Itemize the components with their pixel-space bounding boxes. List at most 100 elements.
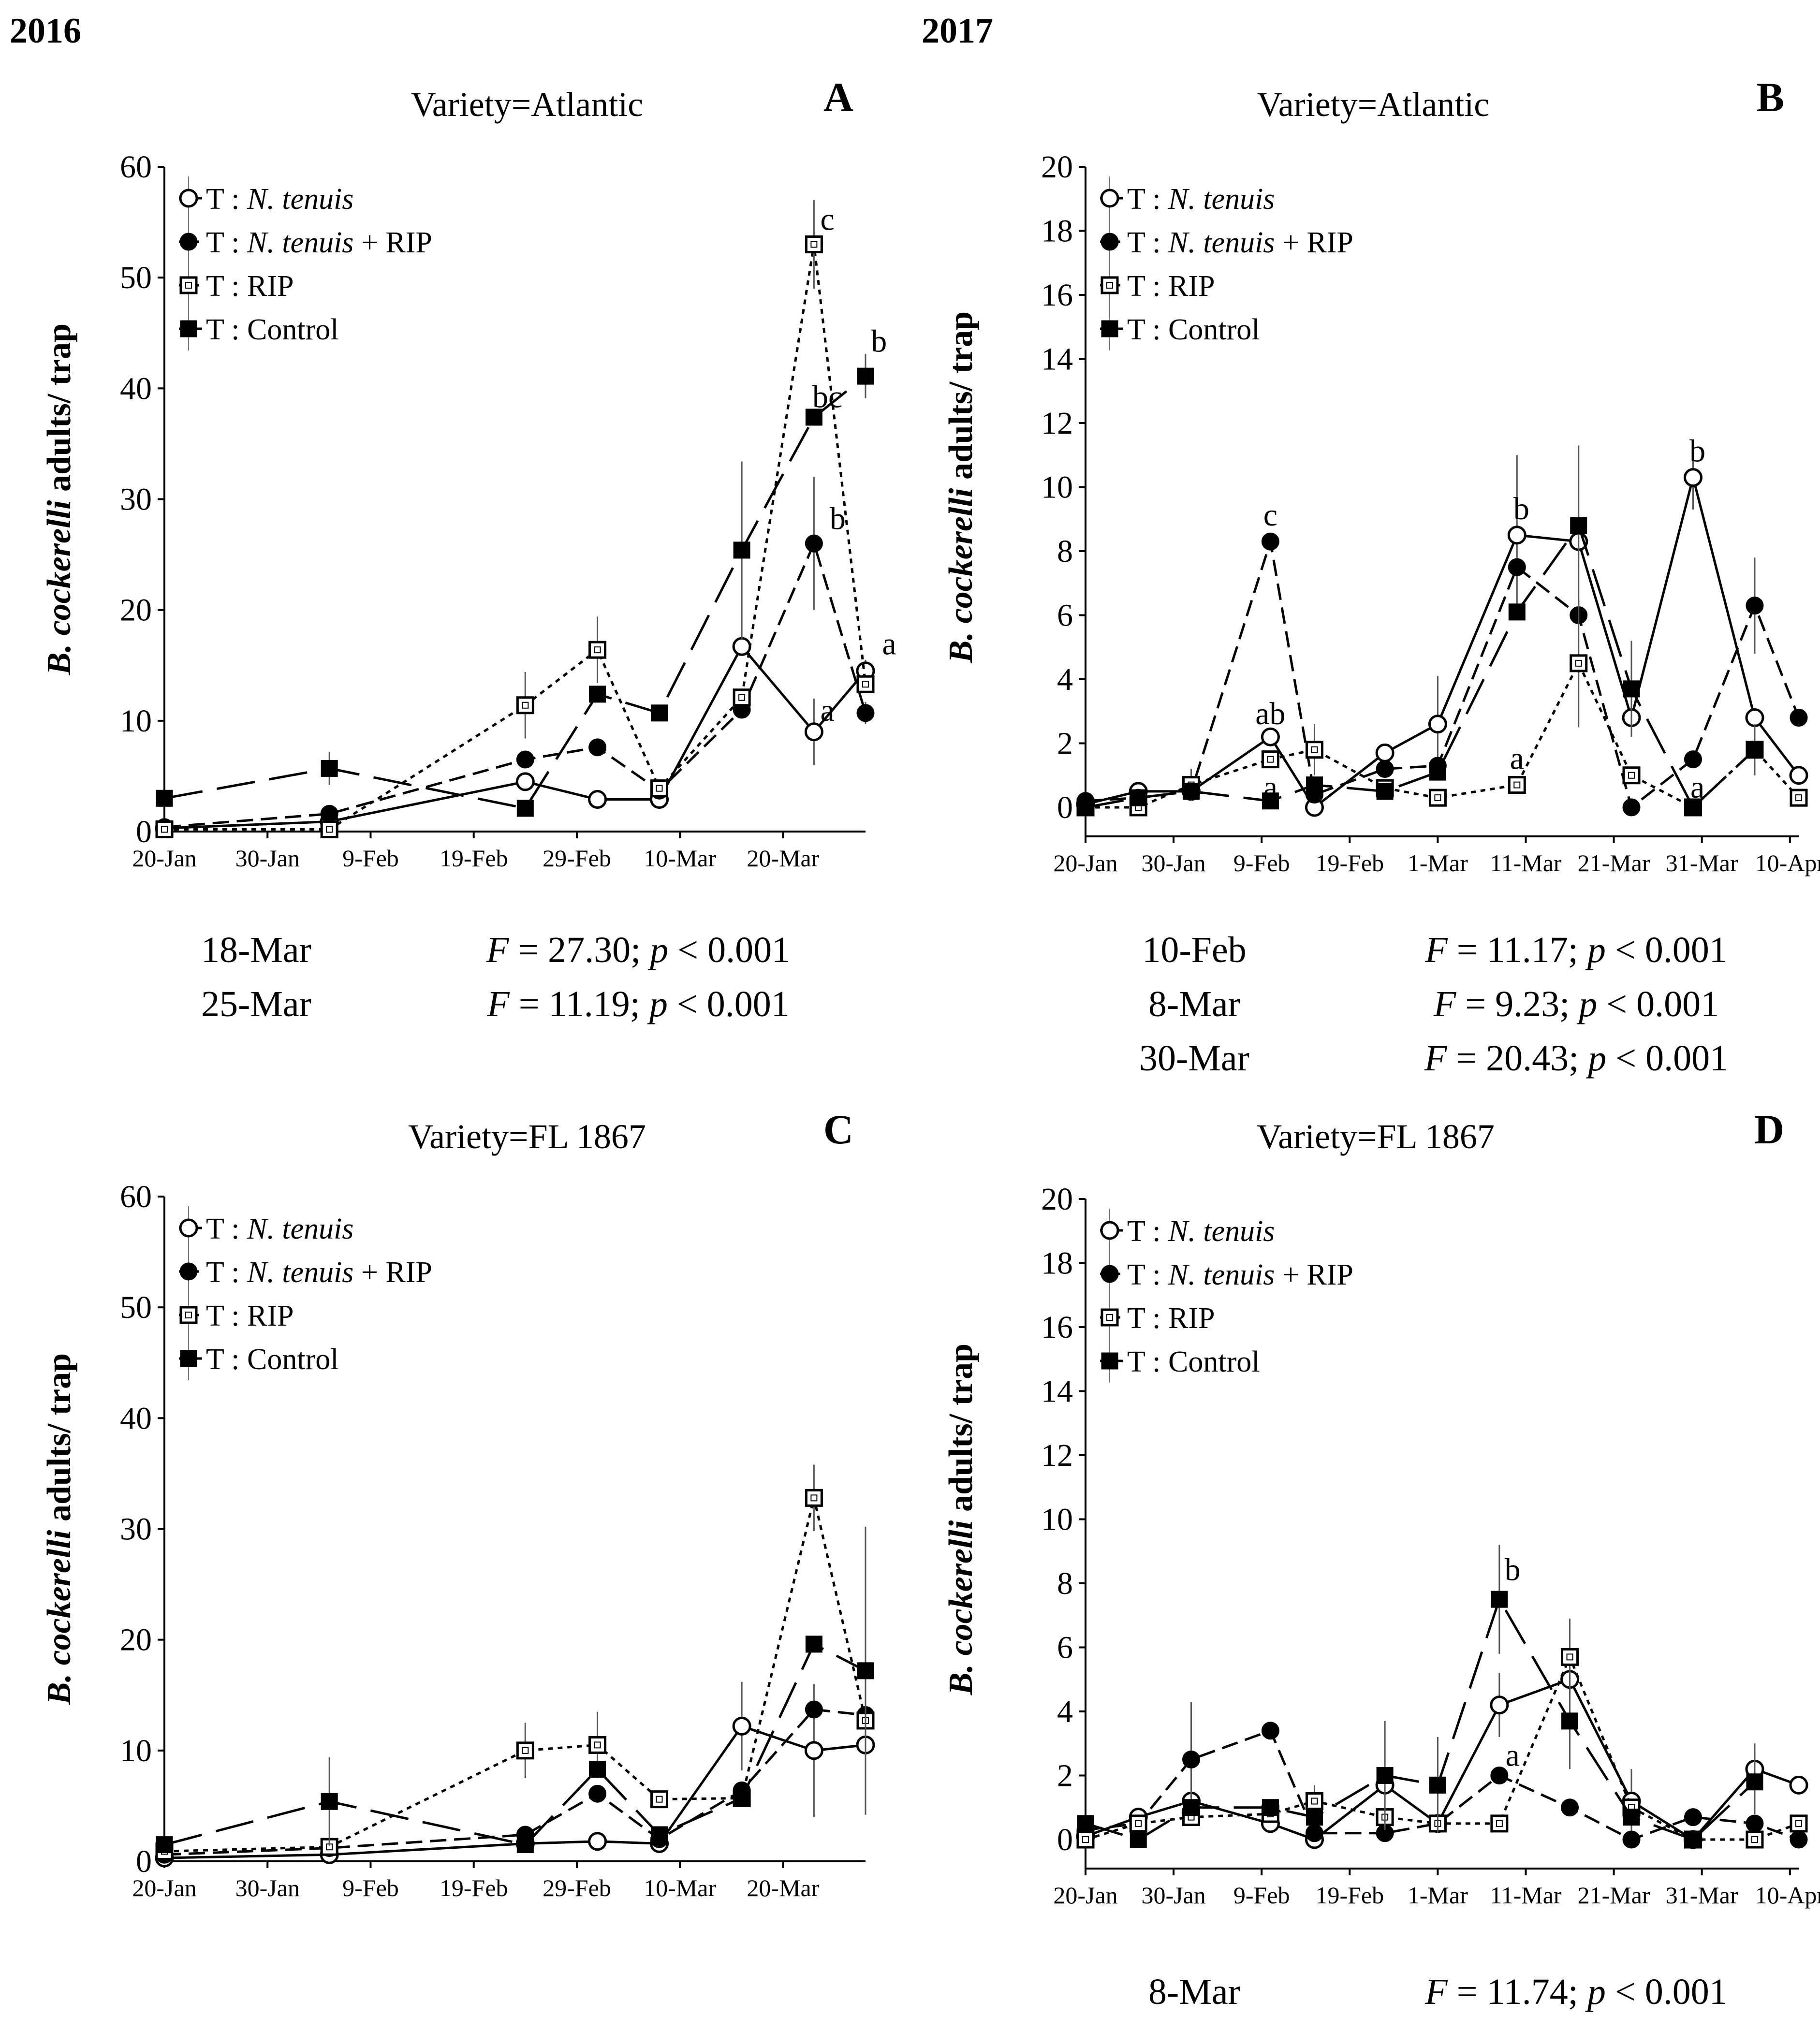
- panel-a-annotation-2: bc: [812, 379, 842, 414]
- panel-b-series-3-point-6: [1429, 763, 1446, 781]
- panel-d-stat-date-0: 8-Mar: [1148, 1972, 1240, 2012]
- panel-d-series-3-point-7: [1491, 1591, 1508, 1608]
- panel-d-series-3-point-6: [1429, 1776, 1446, 1794]
- panel-d-series-2-point-11-inner: [1751, 1836, 1758, 1843]
- panel-a-stat-value-1: F = 11.19; p < 0.001: [486, 984, 789, 1024]
- panel-b-series-3-point-10: [1684, 799, 1702, 816]
- panel-b-ytick-label-6: 12: [1041, 406, 1073, 441]
- panel-b-xtick-label-7: 31-Mar: [1666, 849, 1738, 877]
- panel-c-series-2-point-3-inner: [594, 1741, 601, 1749]
- panel-c-series-2-point-4: [650, 1790, 669, 1809]
- panel-c-legend-label-2: T : RIP: [206, 1300, 294, 1332]
- panel-b-series-2-point-8-inner: [1575, 659, 1582, 667]
- panel-a-xtick-label-5: 10-Mar: [644, 845, 716, 872]
- panel-c-series-1-point-6: [805, 1700, 823, 1719]
- panel-c-series-1-point-3: [588, 1784, 607, 1803]
- panel-a-series-1: [155, 477, 875, 836]
- panel-b-legend-entry-2: T : RIP: [1100, 263, 1215, 307]
- panel-b-series-2-point-4: [1305, 741, 1323, 759]
- panel-a-series-3-point-2: [516, 800, 534, 817]
- panel-b-series-2-point-8-box: [1570, 654, 1588, 672]
- panel-b-series-3-point-2: [1183, 783, 1200, 800]
- panel-a-series-2-point-2-inner: [522, 701, 529, 709]
- panel-c-legend-entry-2: T : RIP: [179, 1293, 294, 1337]
- panel-b-series-2-point-9: [1622, 766, 1641, 785]
- panel-d-series-2-point-0: [1076, 1830, 1095, 1849]
- panel-a-series-2-point-3-inner: [594, 646, 601, 654]
- panel-b-series-1-point-7: [1508, 558, 1526, 576]
- panel-d-xtick-label-8: 10-Apr: [1755, 1882, 1820, 1909]
- panel-a-xtick-label-1: 30-Jan: [235, 845, 300, 872]
- panel-b-series-0-point-11: [1745, 708, 1764, 727]
- year-label-2016: 2016: [10, 11, 81, 51]
- panel-d-series-3-point-2: [1183, 1799, 1200, 1816]
- panel-a-ytick-label-0: 0: [136, 814, 152, 849]
- panel-c-xtick-label-2: 9-Feb: [342, 1874, 399, 1901]
- panel-c-xtick-label-6: 20-Mar: [747, 1874, 819, 1901]
- panel-a-series-2-point-4: [650, 779, 669, 798]
- panel-b-series-1-point-11: [1746, 597, 1764, 615]
- panel-b-series-3-point-0: [1077, 799, 1094, 816]
- panel-d-series-2-point-1: [1129, 1814, 1147, 1833]
- panel-d-ytick-label-3: 6: [1057, 1630, 1073, 1666]
- panel-a-legend-entry-2: T : RIP: [179, 263, 294, 307]
- panel-d-ytick-label-0: 0: [1057, 1822, 1073, 1857]
- panel-a-ytick-label-4: 40: [120, 371, 152, 406]
- panel-a-series-0-point-2: [515, 772, 535, 791]
- panel-b-series-1-point-10: [1684, 750, 1702, 769]
- panel-c-series-2-point-2: [516, 1741, 534, 1760]
- panel-b-series-2-point-9-box: [1622, 766, 1641, 785]
- panel-b-series-2-point-9-inner: [1628, 772, 1635, 779]
- panel-b-series-2-point-4-inner: [1311, 746, 1318, 753]
- panel-a-series-2-point-7: [856, 675, 875, 693]
- panel-b-ytick-label-5: 10: [1041, 470, 1073, 505]
- panel-b-annotation-5: b: [1689, 434, 1705, 469]
- panel-d-ytick-label-9: 18: [1041, 1246, 1073, 1281]
- panel-d-series-2-point-7: [1490, 1814, 1509, 1833]
- panel-a-series-0-point-3: [588, 790, 607, 809]
- panel-a-series-2-point-6: [805, 235, 823, 253]
- panel-b-ytick-label-7: 14: [1041, 342, 1073, 377]
- panel-b-xtick-label-8: 10-Apr: [1755, 849, 1820, 877]
- panel-d-series-3-point-11: [1746, 1773, 1763, 1791]
- panel-b-legend-entry-3: T : Control: [1100, 307, 1260, 351]
- panel-a: Variety=Atlantic A 0 10 20 30 40 50 60 20-Jan 30-J…: [41, 74, 896, 1024]
- panel-a-series-2-point-3: [588, 641, 607, 659]
- panel-a-legend-marker-1: [179, 233, 198, 251]
- panel-d-series-3-point-8: [1561, 1712, 1579, 1730]
- panel-c-series-0-line: [164, 1724, 866, 1859]
- panel-c-series-3-point-5: [733, 1789, 750, 1807]
- panel-c-legend-marker-2-box: [179, 1306, 198, 1324]
- panel-d-legend-entry-2: T : RIP: [1100, 1296, 1215, 1339]
- panel-c-letter: C: [823, 1106, 853, 1153]
- panel-b-legend-label-2: T : RIP: [1127, 270, 1215, 303]
- panel-d-ytick-label-5: 10: [1041, 1502, 1073, 1537]
- panel-c-series-2-point-2-box: [516, 1741, 534, 1760]
- panel-d-legend-marker-2-box: [1101, 1308, 1119, 1327]
- panel-a-annotation-3: b: [830, 501, 846, 536]
- panel-d-series-2-point-0-inner: [1082, 1836, 1089, 1843]
- panel-b-series-3-line: [1085, 524, 1756, 809]
- panel-d-series-2-point-8: [1561, 1648, 1579, 1666]
- panel-b-series-0-point-5: [1375, 743, 1394, 762]
- panel-d-ytick-label-10: 20: [1041, 1182, 1073, 1217]
- panel-c-series-1-line: [164, 1708, 866, 1856]
- panel-c-legend-entry-1: T : N. tenuis + RIP: [179, 1250, 432, 1293]
- panel-b-series-0-point-3: [1261, 727, 1280, 746]
- panel-a-series-2-point-7-inner: [862, 681, 869, 688]
- panel-a-series-3-point-6: [805, 409, 822, 426]
- panel-a-legend-entry-0: T : N. tenuis: [179, 176, 353, 220]
- panel-c-series-0-point-5: [732, 1716, 751, 1736]
- panel-d-series-2-point-11: [1746, 1830, 1764, 1849]
- panel-a-series-2-point-0-box: [155, 820, 174, 838]
- panel-c-y-label: B. cockerelli adults/ trap: [41, 1353, 78, 1705]
- panel-b-annotation-4: a: [1510, 741, 1524, 776]
- panel-c-xtick-label-0: 20-Jan: [132, 1874, 196, 1901]
- panel-a-y-label: B. cockerelli adults/ trap: [41, 323, 78, 675]
- panel-c-series-3-point-3: [589, 1761, 606, 1778]
- panel-a-series-3-point-0: [156, 789, 173, 807]
- panel-c-legend-marker-0: [179, 1218, 198, 1238]
- panel-a-legend-entry-3: T : Control: [179, 307, 338, 351]
- panel-a-series-2-point-4-inner: [656, 785, 663, 792]
